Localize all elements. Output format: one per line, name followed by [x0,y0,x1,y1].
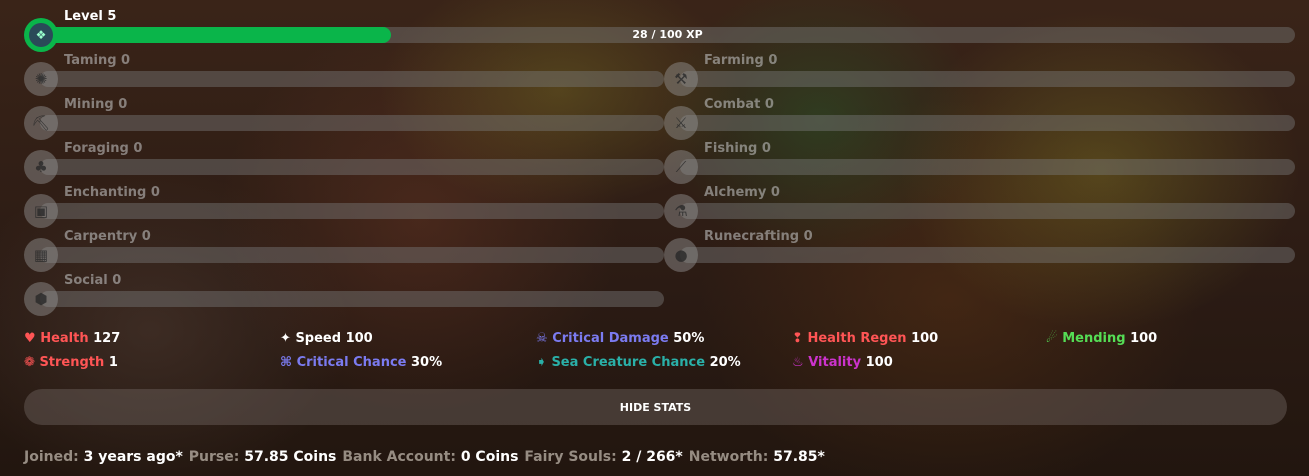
skill-xp-bar [40,159,664,175]
crafting-table-icon: ▦ [24,238,58,272]
brewing-stand-icon: ⚗ [664,194,698,228]
strength-icon: ❁ [24,355,35,370]
summary-key: Purse: [188,449,240,465]
level-label: Level 5 [64,9,117,24]
stat-value: 100 [345,331,373,346]
summary-key: Joined: [24,449,79,465]
skill-foraging: ♣ Foraging 0 [24,141,664,184]
level-progress: ❖ Level 5 28 / 100 XP [24,9,1295,52]
stat-name: Sea Creature Chance [551,355,706,370]
skill-alchemy: ⚗ Alchemy 0 [664,185,1295,228]
skull-icon: ☠ [536,331,548,346]
skill-label: Farming 0 [704,53,778,68]
stat-vitality: ♨ Vitality 100 [792,355,893,370]
stat-name: Strength [39,355,105,370]
stat-name: Health Regen [807,331,907,346]
skill-xp-bar [40,115,664,131]
stat-health: ♥ Health 127 [24,331,120,346]
skill-label: Foraging 0 [64,141,143,156]
skill-xp-bar [40,291,664,307]
vitality-icon: ♨ [792,355,804,370]
level-xp-bar: 28 / 100 XP [40,27,1295,43]
skill-label: Combat 0 [704,97,774,112]
skill-social: ⬢ Social 0 [24,273,664,316]
skill-label: Carpentry 0 [64,229,151,244]
skill-label: Enchanting 0 [64,185,160,200]
skill-fishing: ⟋ Fishing 0 [664,141,1295,184]
skill-xp-bar [680,159,1295,175]
summary-key: Networth: [688,449,769,465]
skill-xp-bar [40,71,664,87]
skill-mining: ⛏ Mining 0 [24,97,664,140]
stat-critical-chance: ⌘ Critical Chance 30% [280,355,442,370]
hoe-icon: ⚒ [664,62,698,96]
skill-xp-bar [40,203,664,219]
health-regen-icon: ❢ [792,331,803,346]
profile-summary: Joined: 3 years ago* Purse: 57.85 Coins Ba… [24,449,831,465]
emerald-icon: ⬢ [24,282,58,316]
summary-value: 2 / 266* [621,449,683,465]
stat-name: Critical Damage [552,331,669,346]
skill-label: Runecrafting 0 [704,229,813,244]
profile-avatar-icon: ❖ [24,18,58,52]
heart-icon: ♥ [24,331,36,346]
taming-icon: ✺ [24,62,58,96]
skill-runecrafting: ● Runecrafting 0 [664,229,1295,272]
speed-star-icon: ✦ [280,331,291,346]
skill-taming: ✺ Taming 0 [24,53,664,96]
stat-sea-creature-chance: ➧ Sea Creature Chance 20% [536,355,741,370]
stat-value: 30% [411,355,443,370]
stat-value: 50% [673,331,705,346]
hide-stats-button[interactable]: HIDE STATS [24,389,1287,425]
crit-chance-icon: ⌘ [280,355,293,370]
summary-key: Bank Account: [342,449,456,465]
stat-value: 100 [911,331,939,346]
stat-name: Health [40,331,89,346]
skill-label: Taming 0 [64,53,131,68]
skill-xp-bar [40,247,664,263]
stat-value: 100 [1130,331,1158,346]
summary-value: 3 years ago* [83,449,183,465]
stat-speed: ✦ Speed 100 [280,331,373,346]
stat-strength: ❁ Strength 1 [24,355,118,370]
mending-icon: ☄ [1046,331,1058,346]
skill-label: Fishing 0 [704,141,771,156]
skill-label: Mining 0 [64,97,128,112]
skill-xp-bar [680,115,1295,131]
skill-xp-bar [680,203,1295,219]
stat-mending: ☄ Mending 100 [1046,331,1157,346]
stat-name: Mending [1062,331,1126,346]
level-xp-text: 28 / 100 XP [632,28,703,41]
level-xp-fill [40,27,392,43]
sword-icon: ⚔ [664,106,698,140]
skill-xp-bar [680,247,1295,263]
skill-label: Social 0 [64,273,122,288]
summary-value: 0 Coins [460,449,519,465]
skill-xp-bar [680,71,1295,87]
enchanting-table-icon: ▣ [24,194,58,228]
stat-health-regen: ❢ Health Regen 100 [792,331,938,346]
skill-enchanting: ▣ Enchanting 0 [24,185,664,228]
sapling-icon: ♣ [24,150,58,184]
stat-value: 1 [108,355,118,370]
summary-key: Fairy Souls: [524,449,617,465]
magma-cream-icon: ● [664,238,698,272]
pickaxe-icon: ⛏ [24,106,58,140]
fishing-rod-icon: ⟋ [664,150,698,184]
stat-value: 100 [865,355,893,370]
stat-value: 127 [93,331,121,346]
stat-name: Vitality [808,355,862,370]
skill-combat: ⚔ Combat 0 [664,97,1295,140]
stat-value: 20% [709,355,741,370]
skill-label: Alchemy 0 [704,185,780,200]
summary-value: 57.85 Coins [244,449,337,465]
stat-critical-damage: ☠ Critical Damage 50% [536,331,704,346]
sea-creature-icon: ➧ [536,355,547,370]
skill-farming: ⚒ Farming 0 [664,53,1295,96]
stat-name: Critical Chance [296,355,407,370]
summary-value: 57.85* [773,449,825,465]
skill-carpentry: ▦ Carpentry 0 [24,229,664,272]
stat-name: Speed [295,331,342,346]
